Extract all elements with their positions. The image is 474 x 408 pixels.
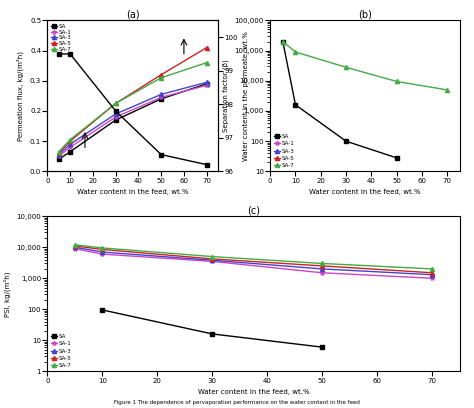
- Text: Figure 1 The dependence of pervaporation performance on the water content in the: Figure 1 The dependence of pervaporation…: [114, 400, 360, 405]
- Line: SA-7: SA-7: [57, 60, 209, 154]
- SA-7: [72, 242, 78, 247]
- SA-1: [72, 246, 78, 251]
- SA-7: [210, 254, 215, 259]
- SA-1: [319, 271, 325, 275]
- SA-1: [210, 259, 215, 264]
- SA-5: [72, 244, 78, 248]
- SA-1: [158, 95, 164, 100]
- SA-3: [319, 266, 325, 271]
- SA-1: [100, 252, 105, 257]
- SA-7: [158, 75, 164, 80]
- Legend: SA, SA-1, SA-3, SA-5, SA-7: SA, SA-1, SA-3, SA-5, SA-7: [271, 132, 297, 170]
- SA-3: [72, 245, 78, 250]
- SA-1: [113, 115, 118, 120]
- SA: [319, 345, 325, 350]
- SA-7: [113, 101, 118, 106]
- SA: [67, 149, 73, 154]
- Line: SA-5: SA-5: [73, 244, 434, 275]
- SA-7: [343, 65, 349, 70]
- Line: SA-7: SA-7: [281, 40, 449, 92]
- Y-axis label: Water content in the permeate, wt.%: Water content in the permeate, wt.%: [243, 31, 249, 161]
- Line: SA: SA: [281, 40, 399, 160]
- SA-5: [56, 151, 62, 156]
- Line: SA-3: SA-3: [73, 245, 434, 277]
- Y-axis label: Separation factor (β): Separation factor (β): [223, 60, 229, 132]
- Legend: SA, SA-1, SA-3, SA-5, SA-7: SA, SA-1, SA-3, SA-5, SA-7: [48, 22, 74, 54]
- SA-1: [56, 154, 62, 159]
- SA-5: [67, 139, 73, 144]
- SA-1: [429, 276, 435, 281]
- SA: [210, 331, 215, 336]
- Title: (c): (c): [247, 206, 260, 215]
- SA: [56, 157, 62, 162]
- X-axis label: Water content in the feed, wt.%: Water content in the feed, wt.%: [198, 389, 310, 395]
- SA-7: [429, 266, 435, 271]
- SA: [158, 96, 164, 101]
- Line: SA-5: SA-5: [57, 45, 209, 155]
- SA-5: [158, 72, 164, 77]
- SA-3: [113, 111, 118, 116]
- SA-3: [210, 258, 215, 263]
- SA-5: [429, 271, 435, 275]
- SA-3: [67, 142, 73, 146]
- Y-axis label: Permeation flux, kg/(m²h): Permeation flux, kg/(m²h): [17, 51, 24, 141]
- SA: [113, 118, 118, 122]
- SA: [343, 139, 349, 144]
- SA: [280, 39, 286, 44]
- SA-5: [210, 257, 215, 262]
- SA-3: [204, 80, 210, 85]
- SA-7: [100, 246, 105, 251]
- SA-1: [204, 83, 210, 88]
- SA: [292, 102, 298, 107]
- SA-7: [319, 261, 325, 266]
- Line: SA-1: SA-1: [57, 83, 209, 158]
- SA: [394, 155, 400, 160]
- SA-7: [444, 87, 450, 92]
- Line: SA: SA: [57, 82, 209, 162]
- X-axis label: Water content in the feed, wt.%: Water content in the feed, wt.%: [309, 189, 421, 195]
- SA-7: [204, 60, 210, 65]
- Line: SA-1: SA-1: [73, 246, 434, 280]
- Title: (b): (b): [358, 10, 372, 20]
- SA-7: [394, 79, 400, 84]
- Y-axis label: PSI, kg/(m²h): PSI, kg/(m²h): [3, 271, 11, 317]
- Line: SA-7: SA-7: [73, 243, 434, 271]
- Legend: SA, SA-1, SA-3, SA-5, SA-7: SA, SA-1, SA-3, SA-5, SA-7: [48, 332, 74, 370]
- SA-7: [67, 137, 73, 142]
- SA-1: [67, 145, 73, 150]
- X-axis label: Water content in the feed, wt.%: Water content in the feed, wt.%: [77, 189, 189, 195]
- SA-5: [319, 264, 325, 268]
- SA-3: [56, 152, 62, 157]
- SA-3: [429, 272, 435, 277]
- Line: SA-3: SA-3: [57, 80, 209, 157]
- Title: (a): (a): [126, 10, 139, 20]
- SA-5: [113, 101, 118, 106]
- Line: SA: SA: [100, 308, 324, 349]
- SA-5: [204, 45, 210, 50]
- SA-7: [292, 49, 298, 54]
- SA-3: [158, 92, 164, 97]
- SA: [100, 308, 105, 313]
- SA-7: [280, 39, 286, 44]
- SA-3: [100, 250, 105, 255]
- SA: [204, 81, 210, 86]
- SA-7: [56, 149, 62, 154]
- SA-5: [100, 247, 105, 252]
